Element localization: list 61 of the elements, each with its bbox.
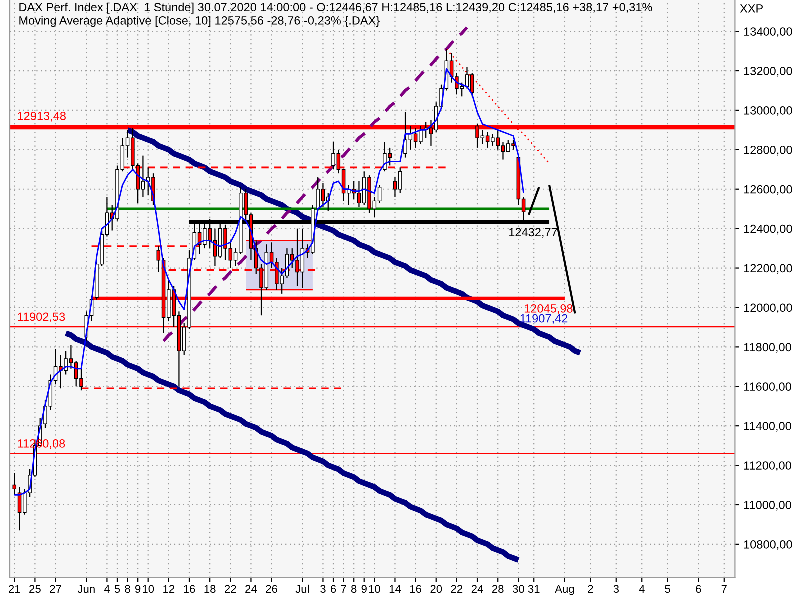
y-tick-label: 10800,00 — [744, 540, 792, 550]
x-tick-label: 22 — [225, 585, 236, 593]
y-tick-label: 13400,00 — [744, 28, 792, 38]
x-tick-label: 16 — [184, 585, 196, 594]
x-tick-label: Aug — [555, 585, 574, 596]
x-tick-label: 4 — [639, 585, 645, 593]
y-tick-label: 12000,00 — [744, 304, 792, 314]
x-tick-label: 6 — [696, 585, 702, 594]
x-tick-label: 6 — [330, 585, 336, 594]
x-tick-label: 10 — [143, 585, 154, 594]
x-tick-label: 30 — [512, 585, 524, 594]
x-tick-label: Jul — [296, 584, 310, 594]
x-tick-label: 16 — [410, 585, 422, 594]
ref-line-label: 11902,53 — [18, 312, 66, 323]
text: Moving Average Adaptive [Close, 10] 12575,56 -28,76 -0,23% {.DAX} — [20, 16, 380, 28]
x-tick-label: 20 — [430, 585, 442, 594]
x-tick-label: 22 — [451, 585, 463, 593]
x-tick-label: 5 — [665, 585, 670, 594]
x-tick-label: 24 — [246, 585, 258, 593]
y-tick-label: 11200,00 — [744, 462, 792, 472]
y-tick-label: 11800,00 — [744, 343, 792, 353]
x-tick-label: Jun — [78, 585, 95, 594]
x-tick-label: 14 — [390, 585, 402, 593]
x-tick-label: 3 — [320, 585, 326, 594]
x-tick-label: 27 — [50, 585, 62, 593]
ref-line-label: 12913,48 — [18, 112, 66, 122]
x-tick-label: 9 — [136, 585, 141, 594]
line-series — [162, 26, 469, 343]
x-tick-label: 25 — [30, 585, 41, 594]
y-tick-label: 11000,00 — [744, 501, 792, 511]
y-tick-label: 11600,00 — [744, 382, 792, 392]
x-tick-label: 26 — [266, 585, 278, 594]
y-tick-label: 12800,00 — [744, 146, 792, 156]
x-tick-label: 2 — [588, 585, 594, 593]
x-tick-label: 8 — [125, 585, 130, 594]
y-tick-label: 11400,00 — [744, 422, 792, 432]
x-tick-label: 9 — [362, 585, 367, 594]
y-tick-label: 12600,00 — [744, 185, 792, 196]
series-label: 12432,77 — [510, 228, 558, 238]
x-tick-label: 21 — [9, 585, 20, 593]
chart-title: DAX Perf. Index [.DAX 1 Stunde] 30.07.2020 14:00:00 - O:12446,67 H:12485,16 L:12439,20 C:12485,16 +38,17 +0,31% — [20, 2, 652, 14]
x-tick-label: 7 — [722, 585, 727, 593]
x-tick-label: 18 — [204, 585, 216, 594]
y-tick-label: 12400,00 — [744, 224, 792, 235]
text: XXP — [740, 4, 763, 13]
series-label: 12045,98 — [524, 304, 573, 314]
x-tick-label: 10 — [369, 585, 380, 594]
x-tick-label: 31 — [528, 585, 540, 594]
x-tick-label: 4 — [104, 585, 110, 593]
y-tick-label: 13000,00 — [744, 106, 792, 116]
x-tick-label: 24 — [472, 585, 484, 593]
y-tick-label: 12200,00 — [744, 264, 792, 274]
x-tick-label: 8 — [351, 585, 357, 594]
x-tick-label: 5 — [114, 585, 120, 594]
x-tick-label: 3 — [614, 585, 619, 594]
x-tick-label: 12 — [164, 585, 175, 593]
annotation: 11907,42 — [520, 314, 568, 324]
candlestick — [12, 472, 17, 496]
x-tick-label: 28 — [492, 585, 504, 594]
y-tick-label: 13200,00 — [744, 67, 792, 77]
x-tick-label: 7 — [341, 585, 346, 593]
